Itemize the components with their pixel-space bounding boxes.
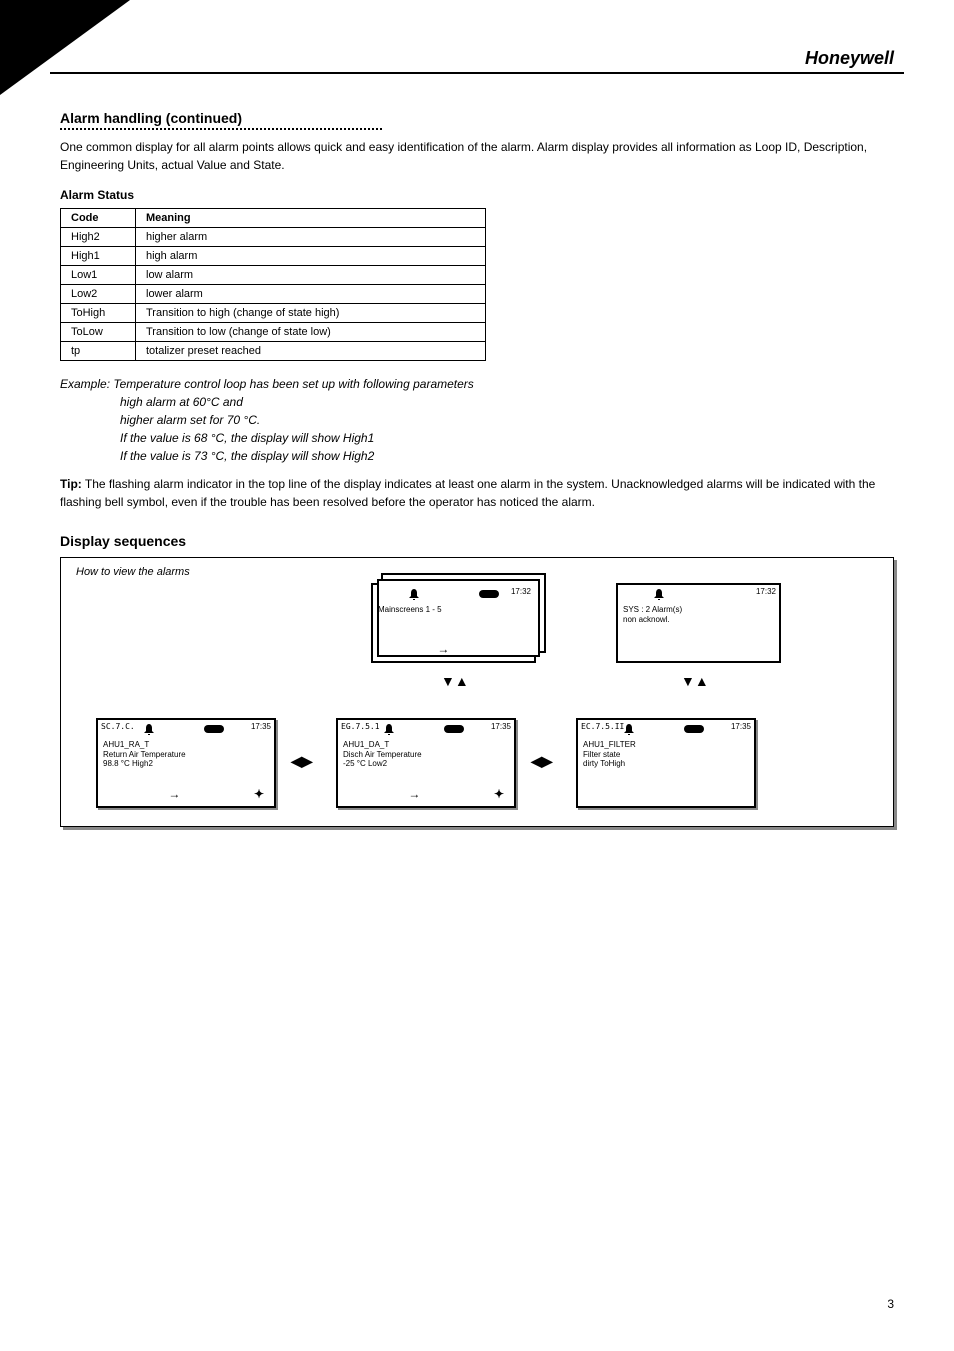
plus-icon: ✦ (494, 787, 504, 801)
screen-time: 17:32 (511, 587, 531, 596)
cell-meaning: Transition to low (change of state low) (136, 323, 486, 342)
table-row: Low2 lower alarm (61, 285, 486, 304)
bell-icon (143, 723, 155, 739)
diagram-container: How to view the alarms 17:32 Mainscreens… (60, 557, 894, 827)
plus-icon: ✦ (254, 787, 264, 801)
overview-paragraph: One common display for all alarm points … (60, 138, 894, 174)
cell-code: ToHigh (61, 304, 136, 323)
cell-code: Low1 (61, 266, 136, 285)
arrow-updown-icon: ▼▲ (681, 673, 709, 689)
screen-code: SC.7.C. (101, 722, 135, 731)
table-row: tp totalizer preset reached (61, 342, 486, 361)
cell-meaning: higher alarm (136, 228, 486, 247)
subsection-alarm-status: Alarm Status (60, 188, 894, 202)
tip-text: The flashing alarm indicator in the top … (60, 477, 875, 509)
cell-code: High2 (61, 228, 136, 247)
table-row: High2 higher alarm (61, 228, 486, 247)
example-line: If the value is 68 °C, the display will … (120, 431, 374, 445)
diagram-subtitle: How to view the alarms (76, 566, 190, 578)
indicator-dot (444, 725, 464, 733)
corner-triangle (0, 0, 130, 95)
cell-code: tp (61, 342, 136, 361)
screen-alarm-summary: 17:32 SYS : 2 Alarm(s) non acknowl. (616, 583, 781, 663)
bell-icon (383, 723, 395, 739)
screen-text: AHU1_FILTER Filter state dirty ToHigh (583, 740, 749, 769)
screen-time: 17:35 (251, 722, 271, 731)
bell-icon (623, 723, 635, 739)
example-title: Example: (60, 377, 110, 391)
cell-meaning: high alarm (136, 247, 486, 266)
cell-meaning: Transition to high (change of state high… (136, 304, 486, 323)
example-line: If the value is 73 °C, the display will … (120, 449, 374, 463)
cell-code: High1 (61, 247, 136, 266)
table-header-code: Code (61, 209, 136, 228)
cell-meaning: totalizer preset reached (136, 342, 486, 361)
screen-code: EG.7.5.1 (341, 722, 380, 731)
screen-text: AHU1_RA_T Return Air Temperature 98.8 °C… (103, 740, 269, 769)
screen-alarm-detail-2: EG.7.5.1 17:35 AHU1_DA_T Disch Air Tempe… (336, 718, 516, 808)
arrow-right-icon: → (437, 642, 449, 656)
example-line: Temperature control loop has been set up… (113, 377, 473, 391)
example-block: Example: Temperature control loop has be… (60, 375, 894, 465)
indicator-dot (204, 725, 224, 733)
tip-title: Tip: (60, 477, 82, 491)
cell-code: ToLow (61, 323, 136, 342)
section-title: Alarm handling (continued) (60, 110, 382, 130)
arrow-right-icon: → (168, 787, 180, 801)
table-row: ToLow Transition to low (change of state… (61, 323, 486, 342)
screen-text: SYS : 2 Alarm(s) non acknowl. (623, 605, 774, 624)
header-divider (50, 72, 904, 74)
screen-text: AHU1_DA_T Disch Air Temperature -25 °C L… (343, 740, 509, 769)
diagram-section: Display sequences How to view the alarms… (60, 533, 894, 827)
screen-alarm-detail-3: EC.7.5.II 17:35 AHU1_FILTER Filter state… (576, 718, 756, 808)
arrow-leftright-icon: ◀▶ (291, 753, 313, 770)
screen-time: 17:35 (731, 722, 751, 731)
arrow-leftright-icon: ◀▶ (531, 753, 553, 770)
cell-meaning: lower alarm (136, 285, 486, 304)
table-row: Low1 low alarm (61, 266, 486, 285)
alarm-status-table: Code Meaning High2 higher alarm High1 hi… (60, 208, 486, 361)
bell-icon (653, 588, 665, 604)
example-line: higher alarm set for 70 °C. (120, 413, 260, 427)
screen-text: Mainscreens 1 - 5 (378, 605, 529, 615)
table-row: High1 high alarm (61, 247, 486, 266)
screen-code: EC.7.5.II (581, 722, 624, 731)
screen-mainscreens: 17:32 Mainscreens 1 - 5 → (371, 583, 536, 663)
diagram-title: Display sequences (60, 533, 894, 549)
honeywell-logo: Honeywell (805, 48, 894, 69)
indicator-dot (479, 590, 499, 598)
tip-block: Tip: The flashing alarm indicator in the… (60, 475, 894, 511)
indicator-dot (684, 725, 704, 733)
cell-meaning: low alarm (136, 266, 486, 285)
page-number: 3 (887, 1297, 894, 1311)
table-row: ToHigh Transition to high (change of sta… (61, 304, 486, 323)
screen-alarm-detail-1: SC.7.C. 17:35 AHU1_RA_T Return Air Tempe… (96, 718, 276, 808)
example-line: high alarm at 60°C and (120, 395, 243, 409)
screen-time: 17:32 (756, 587, 776, 596)
bell-icon (408, 588, 420, 604)
cell-code: Low2 (61, 285, 136, 304)
arrow-right-icon: → (408, 787, 420, 801)
arrow-updown-icon: ▼▲ (441, 673, 469, 689)
table-header-meaning: Meaning (136, 209, 486, 228)
screen-time: 17:35 (491, 722, 511, 731)
